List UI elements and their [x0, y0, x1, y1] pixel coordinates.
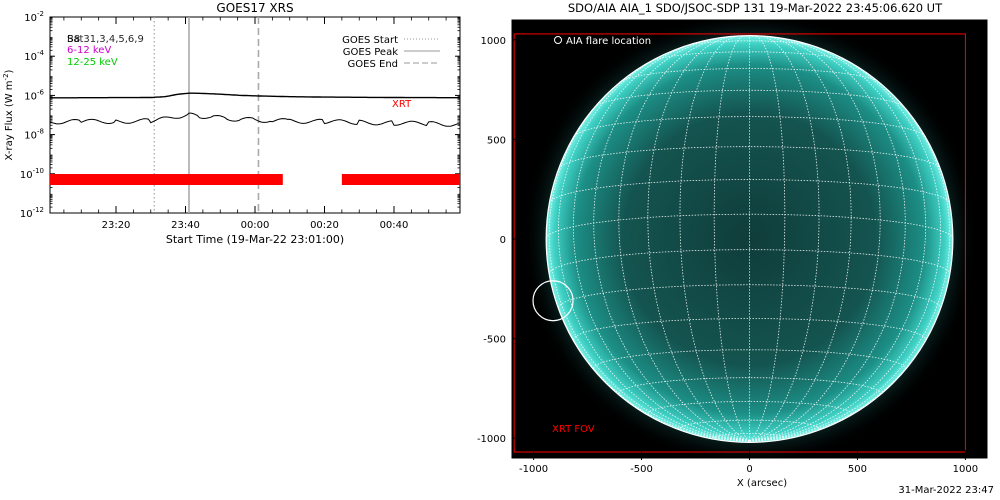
aia-y-tick-label: 0: [500, 235, 506, 246]
heliographic-grid-line: [749, 35, 820, 442]
aia-x-tick-label: 0: [746, 464, 752, 475]
heliographic-grid-line: [713, 35, 750, 442]
xrt-coverage-bar: [50, 174, 283, 185]
xrt-coverage-label: XRT: [392, 99, 412, 110]
goes-x-tick-label: 23:20: [102, 220, 131, 231]
goes-x-tick-label: 00:00: [241, 220, 270, 231]
goes-x-tick-label: 23:40: [171, 220, 200, 231]
heliographic-grid-line: [557, 46, 750, 442]
heliographic-grid-line: [545, 213, 954, 240]
goes-y-tick-label: 10-2: [24, 10, 44, 24]
solar-corona-glow: [521, 20, 978, 458]
goes-x-tick-label: 00:40: [380, 220, 409, 231]
flare-legend-label: AIA flare location: [566, 36, 651, 47]
aia-x-ticks: -1000 -500 0 500 1000: [519, 450, 978, 475]
heliographic-grid-line: [684, 40, 815, 47]
goes-y-tick-label: 10-6: [24, 88, 44, 102]
heliographic-grid-line: [749, 35, 786, 442]
heliographic-grid-line: [749, 238, 954, 442]
xrt-coverage-bar: [341, 174, 460, 185]
goes-y-ticks: 10-12 10-10 10-8 10-6 10-4 10-2: [20, 10, 460, 220]
goes-y-tick-label: 10-12: [20, 206, 44, 220]
heliographic-grid: [545, 35, 954, 442]
aia-x-axis-label: X (arcsec): [737, 478, 787, 489]
heliographic-grid-line: [620, 68, 879, 82]
heliographic-grid-line: [545, 238, 750, 442]
heliographic-grid-line: [679, 419, 820, 429]
goes-info-line: 12-25 keV: [67, 57, 118, 68]
aia-x-tick-label: -1000: [519, 464, 548, 475]
flare-legend-marker: [554, 36, 562, 44]
xrt-fov-label: XRT FOV: [552, 424, 595, 435]
heliographic-grid-line: [572, 39, 750, 442]
heliographic-grid-line: [749, 46, 942, 442]
goes-x-tick-label: 00:20: [310, 220, 339, 231]
heliographic-grid-line: [749, 72, 951, 442]
goes-y-axis-label: X-ray Flux (W m-2): [2, 69, 15, 160]
aia-x-tick-label: 500: [848, 464, 867, 475]
heliographic-grid-line: [618, 36, 750, 442]
aia-chart-title: SDO/AIA AIA_1 SDO/JSOC-SDP 131 19-Mar-20…: [568, 1, 943, 15]
heliographic-grid-line: [679, 35, 750, 442]
goes-series-line: [50, 92, 460, 99]
heliographic-grid-line: [558, 146, 941, 169]
goes-legend-label: GOES Peak: [343, 47, 398, 58]
heliographic-grid-line: [594, 89, 905, 108]
goes-legend-label: GOES Start: [342, 35, 398, 46]
heliographic-grid-line: [593, 349, 906, 369]
aia-y-tick-label: -1000: [477, 434, 506, 445]
heliographic-grid-line: [749, 36, 881, 442]
heliographic-grid-line: [749, 37, 906, 442]
heliographic-grid-line: [650, 51, 849, 62]
heliographic-grid-line: [749, 39, 927, 442]
solar-limb: [545, 35, 954, 443]
heliographic-grid-line: [749, 36, 852, 442]
goes-x-axis-label: Start Time (19-Mar-22 23:01:00): [166, 233, 344, 246]
aia-image-background: [512, 20, 987, 458]
aia-y-tick-label: -500: [483, 335, 506, 346]
aia-x-tick-label: 1000: [953, 464, 978, 475]
heliographic-grid-line: [724, 35, 775, 38]
goes-y-tick-label: 10-10: [20, 167, 44, 181]
xrt-coverage-bars: [50, 174, 460, 185]
goes-x-ticks: 23:20 23:40 00:00 00:20 00:40: [63, 17, 447, 231]
heliographic-grid-line: [593, 37, 750, 442]
aia-plot-frame: [511, 19, 988, 459]
heliographic-grid-line: [548, 249, 951, 275]
aia-x-tick-label: -500: [630, 464, 653, 475]
goes-info-line: Sat31,3,4,5,6,9: [67, 34, 144, 45]
heliographic-grid-line: [573, 318, 926, 340]
goes-xrs-chart: GOES17 XRS 10-12 10-10 10-8 10-6 10-4 10-2 23…: [2, 1, 461, 246]
flare-location-circle: [532, 280, 574, 322]
goes-info-line: 6-12 keV: [67, 45, 111, 56]
heliographic-grid-line: [548, 72, 750, 442]
goes-y-tick-label: 10-4: [24, 49, 44, 63]
heliographic-grid-line: [618, 377, 881, 394]
footer-timestamp: 31-Mar-2022 23:47: [898, 485, 994, 496]
heliographic-grid-line: [574, 116, 925, 137]
heliographic-grid-line: [558, 284, 941, 309]
heliographic-grid-line: [549, 179, 950, 204]
goes-series-line: [49, 112, 461, 127]
goes-info-line: B8: [67, 34, 80, 45]
goes-series-lines: [49, 92, 461, 127]
goes-chart-title: GOES17 XRS: [216, 1, 293, 15]
heliographic-grid-line: [713, 433, 786, 438]
solar-disk: [546, 35, 953, 443]
goes-legend-label: GOES End: [348, 59, 398, 70]
xrt-fov-box: [513, 33, 966, 453]
heliographic-grid-line: [647, 401, 852, 414]
heliographic-grid-line: [647, 36, 750, 442]
aia-image-content: [513, 20, 978, 458]
goes-y-tick-label: 10-8: [24, 128, 44, 142]
